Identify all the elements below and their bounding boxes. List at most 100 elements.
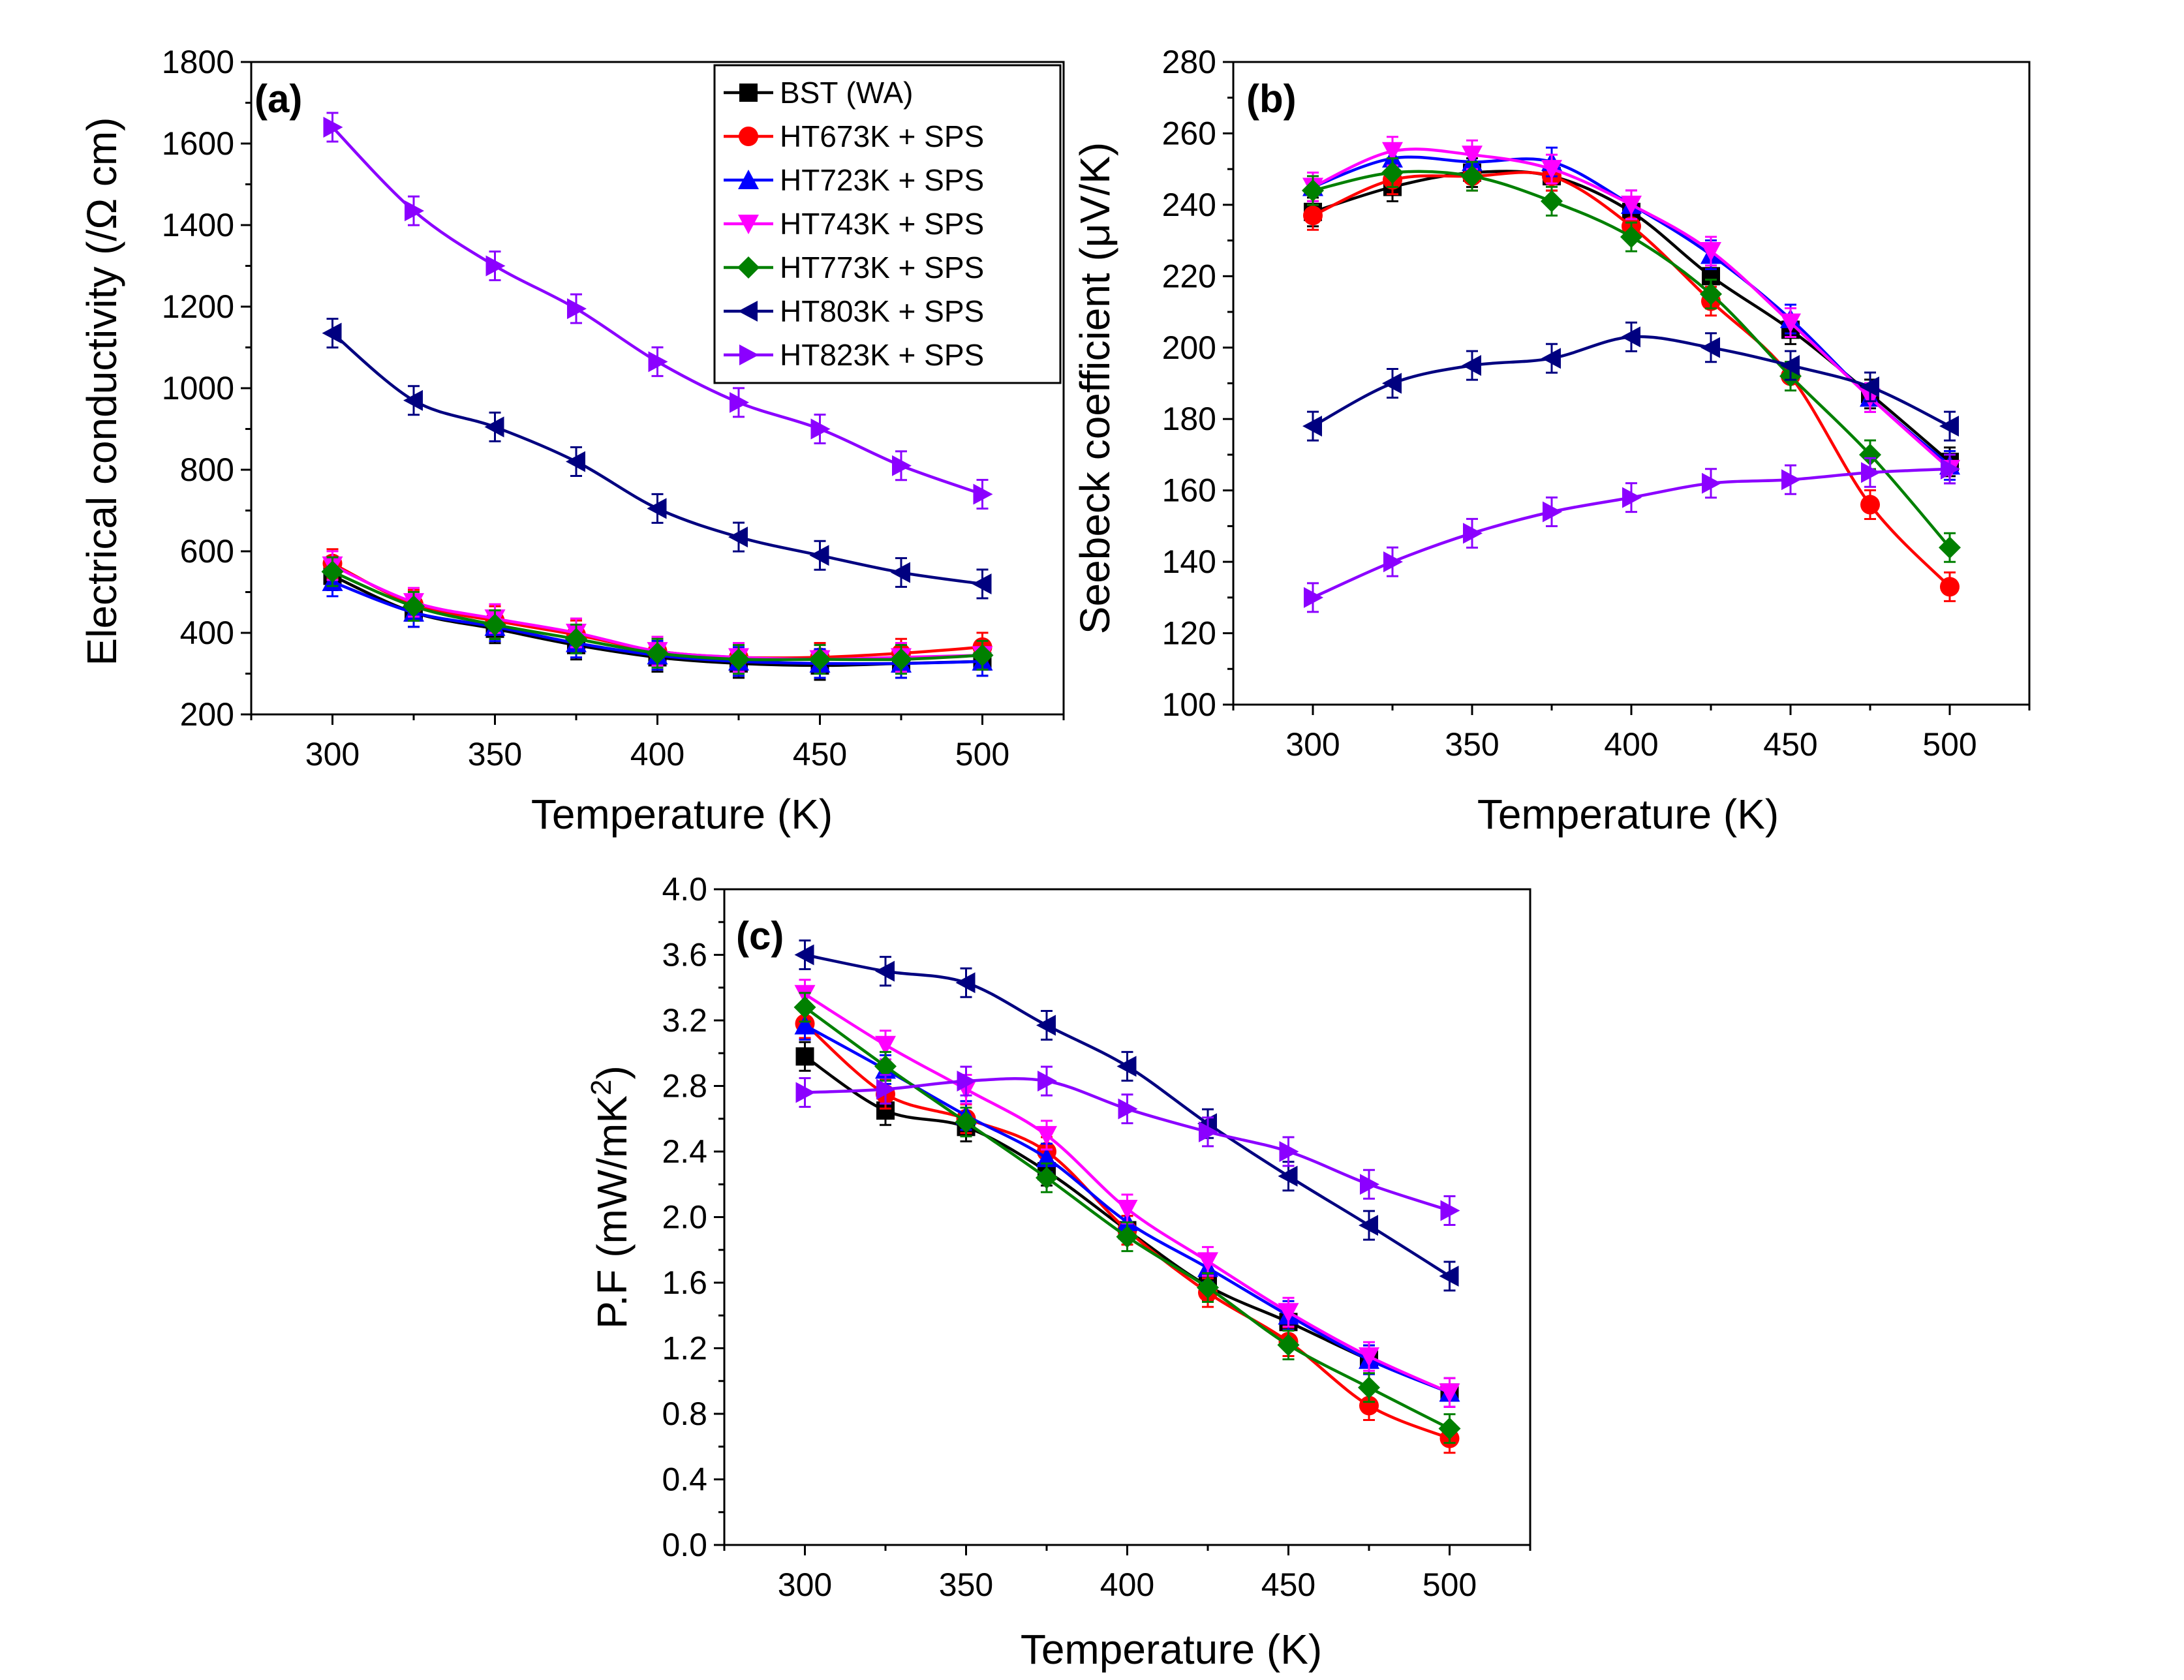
panel-b-data-point: [1700, 337, 1720, 358]
panel-c-y-tick-label: 0.0: [662, 1527, 707, 1563]
panel-b-series-4: [1302, 157, 1961, 563]
panel-c-data-point: [1199, 1121, 1218, 1142]
panel-c-series-4: [793, 992, 1461, 1444]
panel-c-data-point: [1116, 1225, 1139, 1248]
panel-b-data-point: [1304, 587, 1323, 608]
panel-c-data-point: [1279, 1141, 1299, 1162]
panel-c-data-point: [1440, 1200, 1460, 1221]
panel-c-y-tick-label: 0.8: [662, 1396, 707, 1432]
panel-b-x-tick-label: 450: [1763, 726, 1817, 763]
panel-b-plot-frame: [1232, 61, 2031, 706]
panel-b-data-point: [1303, 206, 1323, 226]
panel-a-data-point: [891, 562, 910, 583]
panel-a-x-tick-label: 350: [468, 736, 522, 772]
panel-b-data-point: [1860, 376, 1879, 397]
panel-c-y-tick-label: 2.4: [662, 1133, 707, 1170]
panel-c-data-point: [955, 1110, 977, 1133]
panel-a-y-tick-label: 1200: [162, 288, 234, 325]
panel-b-y-tick-label: 240: [1162, 187, 1216, 223]
panel-a-data-point: [810, 418, 831, 440]
panel-a-data-point: [973, 483, 993, 505]
panel-b-data-point: [1541, 348, 1561, 369]
panel-a-series-4: [321, 556, 994, 675]
panel-a-data-point: [892, 455, 912, 476]
panel-a-legend: BST (WA) HT673K + SPS HT723K + SPS HT743K +…: [713, 64, 1062, 384]
panel-c-x-tick-label: 400: [1100, 1566, 1154, 1603]
legend-entry-label: HT723K + SPS: [780, 163, 984, 197]
panel-a-data-point: [567, 298, 587, 320]
panel-b-data-point: [1382, 373, 1402, 394]
legend-entry-label: HT673K + SPS: [780, 119, 984, 153]
panel-a-x-axis-title: Temperature (K): [531, 791, 833, 838]
panel-a-data-point: [321, 560, 344, 583]
panel-b-data-point: [1700, 283, 1722, 305]
panel-b-data-point: [1462, 355, 1481, 376]
panel-b-series-line: [1312, 170, 1951, 588]
panel-b-data-point: [1541, 190, 1563, 213]
panel-c-data-point: [875, 960, 895, 982]
panel-c-data-point: [1439, 1383, 1460, 1403]
panel-c-data-point: [1359, 1215, 1378, 1236]
panel-b-x-tick-label: 400: [1604, 726, 1658, 763]
panel-a-data-point: [809, 545, 829, 566]
panel-b-data-point: [1461, 165, 1483, 188]
panel-c-y-axis-title-main: P.F (mW/mK: [589, 1095, 636, 1329]
panel-c-x-axis-title: Temperature (K): [1021, 1626, 1322, 1673]
panel-b-data-point: [1781, 469, 1801, 491]
panel-c-y-tick-label: 4.0: [662, 871, 707, 908]
panel-b-y-axis-title: Seebeck coefficient (μV/K): [1071, 142, 1118, 634]
panel-c-data-point: [1359, 1347, 1379, 1367]
panel-c-data-point: [794, 1015, 816, 1035]
panel-b-data-point: [1541, 160, 1562, 180]
panel-c-data-point: [876, 1078, 896, 1100]
panel-b-x-tick-label: 500: [1922, 726, 1976, 763]
panel-c-data-point: [1036, 1015, 1056, 1036]
panel-c-data-point: [1197, 1252, 1218, 1272]
panel-a-data-point: [323, 117, 343, 138]
legend-marker: [739, 344, 759, 365]
panel-b-seebeck-chart: (b) Temperature (K) Seebeck coefficient …: [1071, 44, 2031, 838]
legend-marker: [737, 256, 760, 279]
panel-c-data-point: [957, 1070, 977, 1092]
panel-c-y-tick-label: 2.8: [662, 1068, 707, 1105]
panel-c-data-point: [794, 944, 814, 966]
panel-a-conductivity-chart: (a) Temperature (K) Electrical conductiv…: [78, 44, 1065, 838]
panel-b-data-point: [1702, 472, 1721, 494]
panel-c-data-point: [1278, 1165, 1298, 1187]
panel-a-y-tick-label: 1000: [162, 370, 234, 406]
panel-a-y-axis-title: Electrical conductivity (/Ω cm): [78, 117, 125, 666]
panel-b-y-tick-label: 140: [1162, 543, 1216, 580]
panel-c-data-point: [795, 1082, 816, 1103]
legend-entry-label: HT823K + SPS: [780, 338, 984, 372]
panel-a-x-tick-label: 400: [630, 736, 684, 772]
panel-b-series-5: [1302, 321, 1959, 442]
panel-c-x-tick-label: 500: [1423, 1566, 1477, 1603]
panel-a-x-tick-label: 500: [955, 736, 1009, 772]
panel-b-x-axis-title: Temperature (K): [1477, 791, 1779, 838]
panel-b-label: (b): [1246, 77, 1297, 121]
panel-b-y-tick-label: 220: [1162, 258, 1216, 294]
panel-b-y-tick-label: 200: [1162, 329, 1216, 366]
panel-c-y-tick-label: 2.0: [662, 1199, 707, 1236]
legend-marker: [739, 84, 758, 102]
panel-b-x-tick-label: 350: [1445, 726, 1499, 763]
panel-b-data-point: [1621, 326, 1640, 348]
panel-c-data-point: [1116, 1199, 1138, 1219]
panel-a-y-tick-label: 600: [180, 533, 234, 570]
legend-entry-label: HT743K + SPS: [780, 207, 984, 241]
panel-a-data-point: [890, 648, 912, 671]
panel-a-data-point: [648, 351, 668, 373]
panel-a-data-point: [485, 255, 506, 277]
panel-a-y-tick-label: 800: [180, 451, 234, 488]
panel-b-data-point: [1861, 462, 1881, 483]
panel-c-data-point: [1197, 1276, 1219, 1299]
panel-a-y-tick-label: 1600: [162, 125, 234, 162]
panel-b-data-point: [1302, 179, 1324, 202]
panel-c-y-tick-label: 0.4: [662, 1461, 707, 1498]
panel-b-data-point: [1859, 443, 1881, 466]
panel-c-data-point: [1036, 1125, 1057, 1146]
panel-a-y-tick-label: 1800: [162, 44, 234, 80]
panel-c-data-point: [1359, 1396, 1379, 1416]
panel-b-data-point: [1780, 313, 1801, 333]
